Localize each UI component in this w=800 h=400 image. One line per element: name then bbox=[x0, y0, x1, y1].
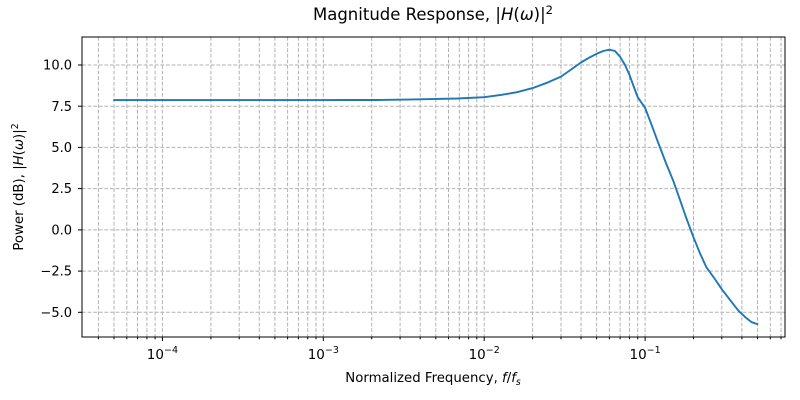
ylabel-close-bar: )| bbox=[12, 129, 27, 139]
x-axis-label: Normalized Frequency, f/fs bbox=[133, 371, 733, 391]
title-prefix: Magnitude Response, | bbox=[312, 5, 501, 24]
chart-title: Magnitude Response, |H(ω)|2 bbox=[133, 3, 733, 27]
x-tick-label: 10−4 bbox=[147, 345, 178, 363]
y-tick-label: −2.5 bbox=[40, 265, 72, 280]
y-tick-label: 0.0 bbox=[51, 224, 72, 239]
title-var-omega: ω bbox=[519, 5, 534, 24]
minor-gridlines bbox=[97, 37, 782, 337]
y-tick-label: 2.5 bbox=[51, 182, 72, 197]
magnitude-response-line bbox=[113, 48, 759, 326]
xlabel-subscript: s bbox=[515, 376, 521, 388]
y-tick-label: 10.0 bbox=[43, 59, 72, 74]
series-group bbox=[113, 48, 759, 326]
xlabel-slash: / bbox=[506, 371, 512, 386]
plot-border bbox=[81, 36, 786, 338]
ylabel-var-omega: ω bbox=[12, 138, 27, 151]
y-axis-label: Power (dB), |H(ω)|2 bbox=[10, 77, 32, 297]
ylabel-prefix: Power (dB), | bbox=[12, 165, 27, 251]
xlabel-var-f2: f bbox=[511, 371, 516, 386]
ylabel-var-h: H bbox=[12, 155, 27, 166]
ylabel-open-paren: ( bbox=[12, 150, 27, 156]
x-tick-label: 10−1 bbox=[629, 345, 660, 363]
ylabel-exponent: 2 bbox=[10, 123, 22, 130]
y-tick-label: 5.0 bbox=[51, 141, 72, 156]
x-tick-label: 10−2 bbox=[469, 345, 500, 363]
y-tick-label: −5.0 bbox=[40, 306, 72, 321]
y-tick-labels: 10.0 7.5 5.0 2.5 0.0 −2.5 −5.0 bbox=[40, 59, 72, 321]
title-close-bar: )| bbox=[533, 5, 546, 24]
x-tick-labels: 10−4 10−3 10−2 10−1 bbox=[147, 345, 661, 363]
axes-spines bbox=[81, 36, 786, 338]
axis-ticks bbox=[78, 64, 782, 341]
x-tick-label: 10−3 bbox=[308, 345, 339, 363]
title-var-h: H bbox=[500, 5, 514, 24]
major-gridlines bbox=[82, 37, 785, 337]
title-open-paren: ( bbox=[513, 5, 520, 24]
xlabel-prefix: Normalized Frequency, bbox=[345, 371, 503, 386]
title-exponent: 2 bbox=[545, 3, 553, 18]
y-tick-label: 7.5 bbox=[51, 100, 72, 115]
xlabel-var-f1: f bbox=[502, 371, 507, 386]
